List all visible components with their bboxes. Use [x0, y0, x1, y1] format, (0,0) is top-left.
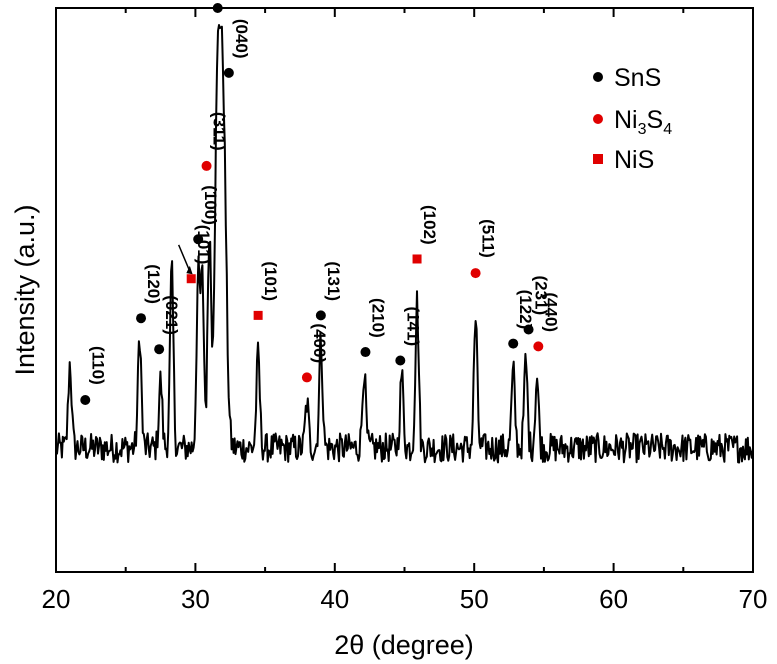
- peak-label: (311): [210, 112, 229, 151]
- legend-nis-marker: [593, 154, 603, 164]
- sns-marker: [223, 67, 234, 78]
- peak-label: (210): [368, 298, 387, 338]
- nis-marker: [253, 310, 263, 320]
- legend-sns-marker: [593, 72, 603, 82]
- ni3s4-marker: [301, 372, 312, 383]
- x-tick-label: 40: [320, 584, 349, 614]
- peak-label: (231): [532, 275, 551, 315]
- peak-label: (101): [261, 261, 280, 301]
- peak-label: (400): [310, 323, 329, 363]
- ni3s4-marker: [533, 341, 544, 352]
- x-tick-label: 50: [460, 584, 489, 614]
- legend-ni3s4-marker: [593, 114, 603, 124]
- sns-marker: [508, 338, 519, 349]
- nis-marker: [186, 274, 196, 284]
- peak-annotations: (110)(120)(021)(101)(100)(311)(111)(040)…: [80, 3, 560, 405]
- sns-marker: [523, 324, 534, 335]
- y-axis-title: Intensity (a.u.): [10, 204, 40, 375]
- sns-marker: [212, 3, 223, 13]
- peak-label: (511): [479, 219, 498, 258]
- sns-marker: [395, 355, 406, 366]
- peak-label: (021): [162, 295, 181, 335]
- annotation-arrow: [177, 244, 191, 272]
- peak-label: (100): [201, 185, 220, 225]
- sns-marker: [154, 344, 165, 355]
- peak-label: (122): [516, 290, 535, 330]
- peak-label: (101): [194, 225, 213, 265]
- ni3s4-marker: [470, 268, 481, 279]
- legend: SnS Ni3S4 NiS: [593, 64, 672, 174]
- legend-label: Ni3S4: [614, 106, 672, 138]
- sns-marker: [315, 310, 326, 321]
- peak-label: (131): [324, 261, 343, 301]
- peak-label: (110): [88, 346, 107, 385]
- x-axis-title: 2θ (degree): [334, 630, 474, 660]
- legend-label: SnS: [614, 64, 661, 92]
- x-tick-label: 70: [739, 584, 768, 614]
- peak-label: (141): [403, 307, 422, 347]
- xrd-line: [55, 24, 754, 464]
- annotation-arrowhead: [186, 265, 193, 275]
- peak-label: (120): [144, 264, 163, 304]
- sns-marker: [193, 234, 204, 245]
- nis-marker: [412, 254, 422, 264]
- x-tick-label: 20: [42, 584, 71, 614]
- sns-marker: [360, 347, 371, 358]
- peak-label: (440): [541, 292, 560, 332]
- peak-label: (102): [420, 205, 439, 245]
- sns-marker: [80, 394, 91, 405]
- sns-marker: [136, 313, 147, 324]
- x-tick-label: 30: [181, 584, 210, 614]
- legend-label: NiS: [614, 146, 654, 174]
- xrd-trace: [55, 24, 754, 464]
- ni3s4-marker: [201, 160, 212, 171]
- peak-label: (040): [232, 19, 251, 59]
- x-axis-ticks: 20 30 40 50 60 70: [42, 8, 768, 614]
- x-tick-label: 60: [599, 584, 628, 614]
